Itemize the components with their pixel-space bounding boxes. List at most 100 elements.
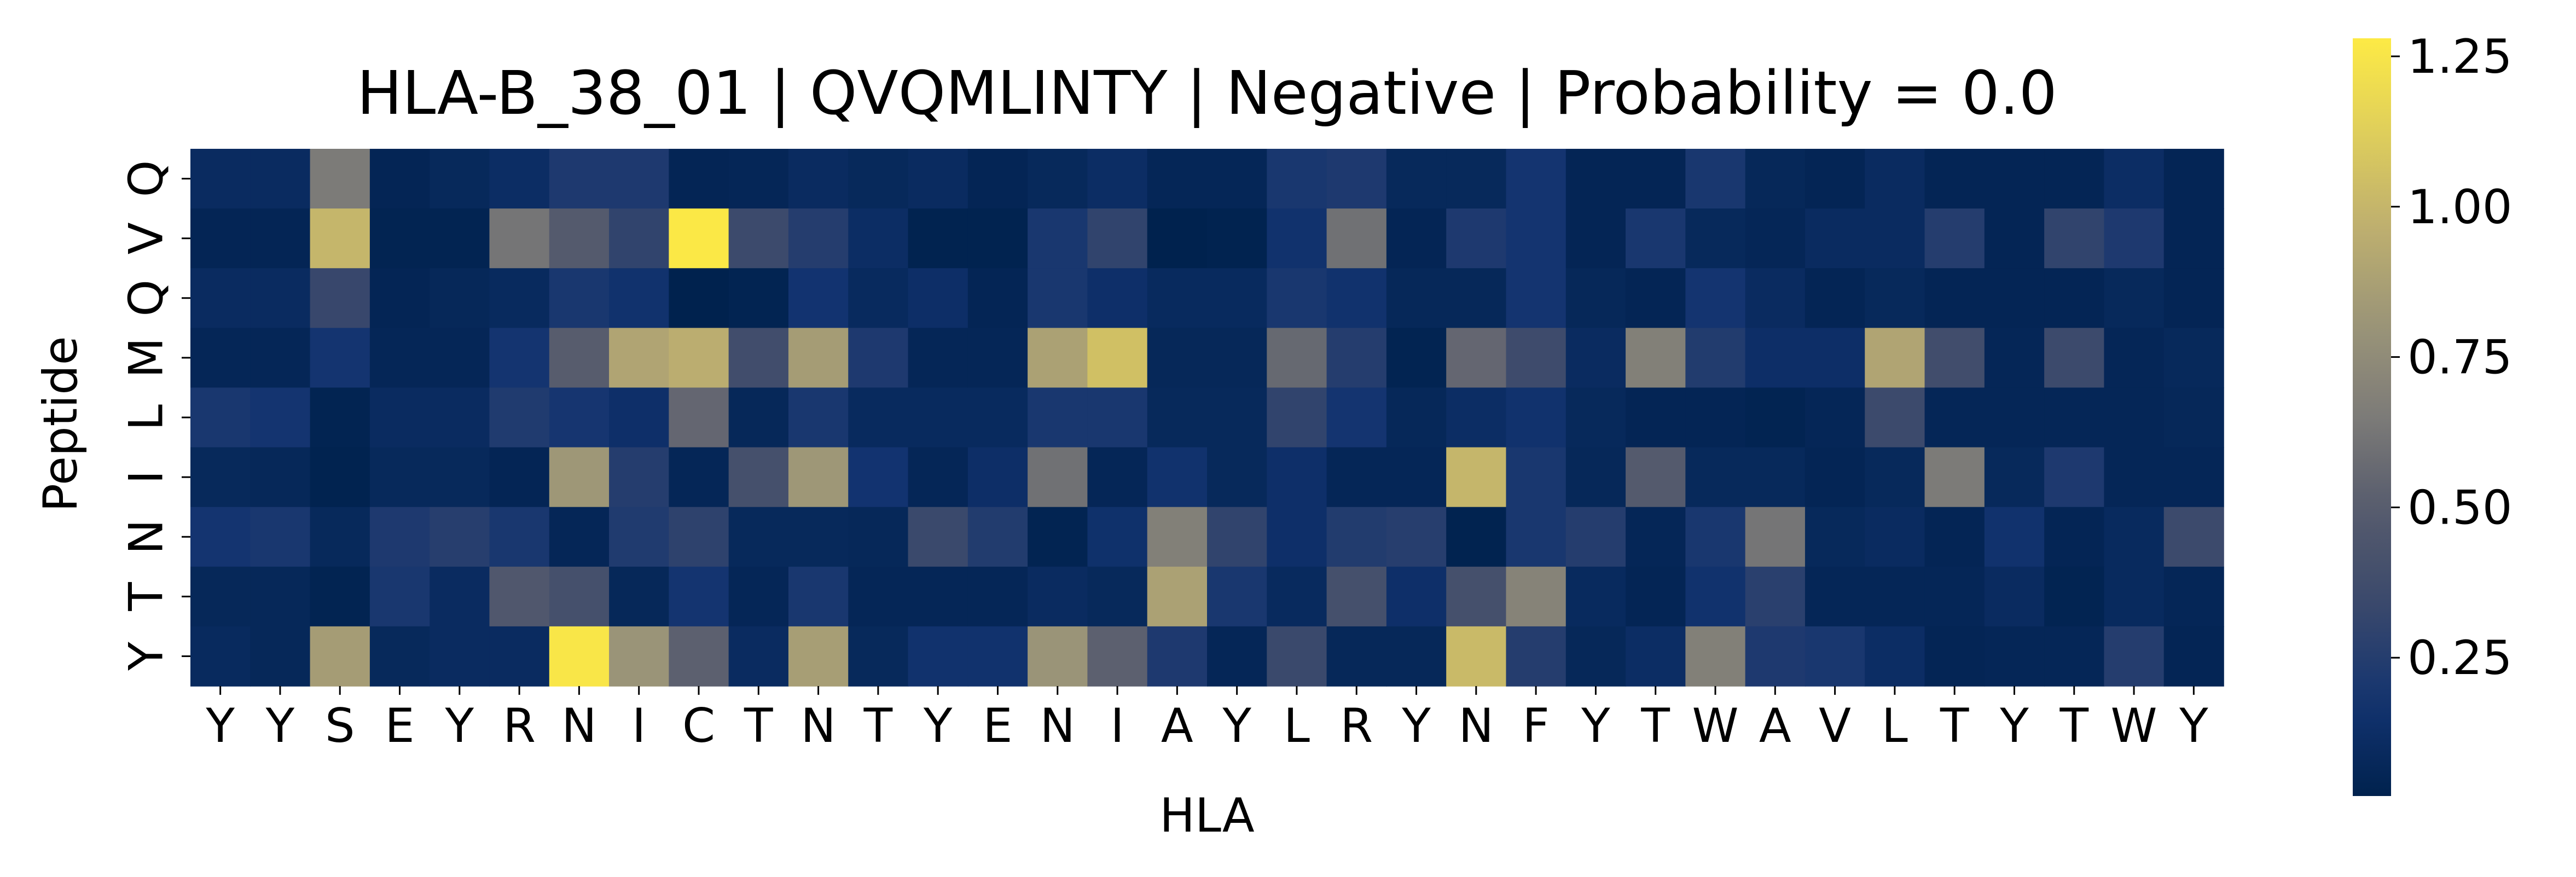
heatmap-cell bbox=[1207, 328, 1268, 388]
heatmap-cell bbox=[908, 626, 968, 687]
heatmap-cell bbox=[1805, 149, 1866, 209]
x-tick-label: Y bbox=[1581, 699, 1610, 753]
heatmap-cell bbox=[1147, 328, 1208, 388]
heatmap-cell bbox=[190, 328, 251, 388]
heatmap-cell bbox=[1805, 387, 1866, 448]
heatmap-cell bbox=[190, 149, 251, 209]
heatmap-cell bbox=[2044, 328, 2105, 388]
heatmap-cell bbox=[1147, 626, 1208, 687]
heatmap-cell bbox=[908, 387, 968, 448]
heatmap-cell bbox=[1865, 149, 1925, 209]
heatmap-cell bbox=[1924, 566, 1985, 627]
chart-title: HLA-B_38_01 | QVQMLINTY | Negative | Pro… bbox=[357, 58, 2057, 129]
heatmap-cell bbox=[1865, 626, 1925, 687]
x-tick-label: W bbox=[1692, 699, 1738, 753]
heatmap-cell bbox=[788, 507, 849, 567]
heatmap-cell bbox=[310, 208, 370, 269]
heatmap-cell bbox=[1805, 328, 1866, 388]
heatmap-cell bbox=[669, 387, 729, 448]
x-tick-label: V bbox=[1819, 699, 1851, 753]
heatmap-cell bbox=[2044, 447, 2105, 508]
heatmap-cell bbox=[1565, 566, 1626, 627]
heatmap-cell bbox=[430, 566, 490, 627]
heatmap-cell bbox=[2044, 507, 2105, 567]
heatmap-cell bbox=[1267, 626, 1327, 687]
heatmap-cell bbox=[1506, 149, 1567, 209]
heatmap-cell bbox=[1685, 268, 1746, 329]
heatmap-cell bbox=[1805, 566, 1866, 627]
heatmap-cell bbox=[1924, 447, 1985, 508]
heatmap-cell bbox=[1565, 387, 1626, 448]
y-tick-label: Q bbox=[119, 160, 173, 198]
heatmap-cell bbox=[908, 447, 968, 508]
heatmap-cell bbox=[1326, 507, 1387, 567]
heatmap-cell bbox=[310, 387, 370, 448]
heatmap-cell bbox=[1267, 208, 1327, 269]
heatmap-cell bbox=[2163, 149, 2224, 209]
heatmap-cell bbox=[369, 566, 430, 627]
heatmap-cell bbox=[848, 566, 909, 627]
heatmap-cell bbox=[728, 447, 789, 508]
heatmap-cell bbox=[1565, 626, 1626, 687]
y-tick-label: V bbox=[119, 222, 173, 254]
heatmap-cell bbox=[369, 149, 430, 209]
heatmap-cell bbox=[1326, 387, 1387, 448]
x-tick-label: N bbox=[561, 699, 596, 753]
heatmap-cell bbox=[1386, 447, 1447, 508]
y-tick-labels: QVQMLINTY bbox=[119, 160, 190, 671]
heatmap-cell bbox=[369, 447, 430, 508]
heatmap-cell bbox=[2163, 447, 2224, 508]
heatmap-cell bbox=[1565, 328, 1626, 388]
heatmap-cell bbox=[1745, 447, 1806, 508]
heatmap-cell bbox=[2104, 328, 2165, 388]
heatmap-cell bbox=[250, 507, 311, 567]
colorbar-ticks: 0.25 0.50 0.75 1.00 1.25 bbox=[2391, 30, 2512, 686]
heatmap-cell bbox=[1984, 268, 2045, 329]
heatmap-cell bbox=[2104, 566, 2165, 627]
heatmap-cell bbox=[1805, 447, 1866, 508]
heatmap-cell bbox=[1565, 208, 1626, 269]
heatmap-cell bbox=[669, 507, 729, 567]
heatmap-cell bbox=[2163, 626, 2224, 687]
heatmap-cell bbox=[2044, 387, 2105, 448]
heatmap-cell bbox=[669, 208, 729, 269]
x-tick-label: N bbox=[800, 699, 836, 753]
heatmap-cell bbox=[1745, 268, 1806, 329]
heatmap-cell bbox=[1745, 566, 1806, 627]
heatmap-cell bbox=[1386, 626, 1447, 687]
y-tick-label: L bbox=[119, 404, 173, 431]
heatmap-cell bbox=[489, 447, 550, 508]
heatmap-cell bbox=[848, 149, 909, 209]
heatmap-cell bbox=[728, 328, 789, 388]
heatmap-cell bbox=[1147, 566, 1208, 627]
x-tick-label: Y bbox=[923, 699, 953, 753]
heatmap-cell bbox=[908, 268, 968, 329]
heatmap-cell bbox=[489, 328, 550, 388]
heatmap-cell bbox=[2163, 507, 2224, 567]
heatmap-cell bbox=[1626, 268, 1686, 329]
x-tick-label: I bbox=[632, 699, 646, 753]
heatmap-cell bbox=[1626, 566, 1686, 627]
heatmap-cell bbox=[1028, 447, 1088, 508]
heatmap-cell bbox=[1087, 566, 1148, 627]
x-tick-label: S bbox=[325, 699, 355, 753]
heatmap-cell bbox=[609, 566, 670, 627]
heatmap-cell bbox=[788, 268, 849, 329]
heatmap-cell bbox=[1924, 268, 1985, 329]
heatmap-cell bbox=[1685, 566, 1746, 627]
heatmap-cell bbox=[1386, 208, 1447, 269]
x-tick-label: T bbox=[1640, 699, 1670, 753]
heatmap-cell bbox=[1028, 149, 1088, 209]
heatmap-cell bbox=[1506, 208, 1567, 269]
heatmap-cell bbox=[1506, 387, 1567, 448]
heatmap-cell bbox=[609, 447, 670, 508]
heatmap-cell bbox=[1147, 387, 1208, 448]
y-tick-label: M bbox=[119, 338, 173, 378]
heatmap-cell bbox=[1984, 208, 2045, 269]
heatmap-cell bbox=[609, 208, 670, 269]
heatmap-cell bbox=[2044, 268, 2105, 329]
heatmap-cell bbox=[1626, 208, 1686, 269]
heatmap-cell bbox=[190, 507, 251, 567]
heatmap-cell bbox=[1565, 149, 1626, 209]
heatmap-cell bbox=[190, 208, 251, 269]
